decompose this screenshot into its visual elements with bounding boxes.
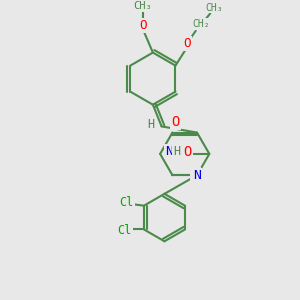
Text: S: S [191, 168, 200, 182]
Text: CH₃: CH₃ [206, 3, 223, 13]
Text: O: O [171, 115, 179, 129]
Text: H: H [173, 145, 181, 158]
Text: N: N [193, 169, 201, 182]
Text: CH₃: CH₃ [134, 1, 152, 11]
Text: N: N [165, 145, 173, 158]
Text: O: O [139, 20, 146, 32]
Text: O: O [183, 37, 191, 50]
Text: CH₂: CH₂ [193, 19, 210, 29]
Text: Cl: Cl [117, 224, 132, 237]
Text: H: H [147, 118, 154, 131]
Text: Cl: Cl [119, 196, 134, 209]
Text: O: O [183, 145, 192, 159]
